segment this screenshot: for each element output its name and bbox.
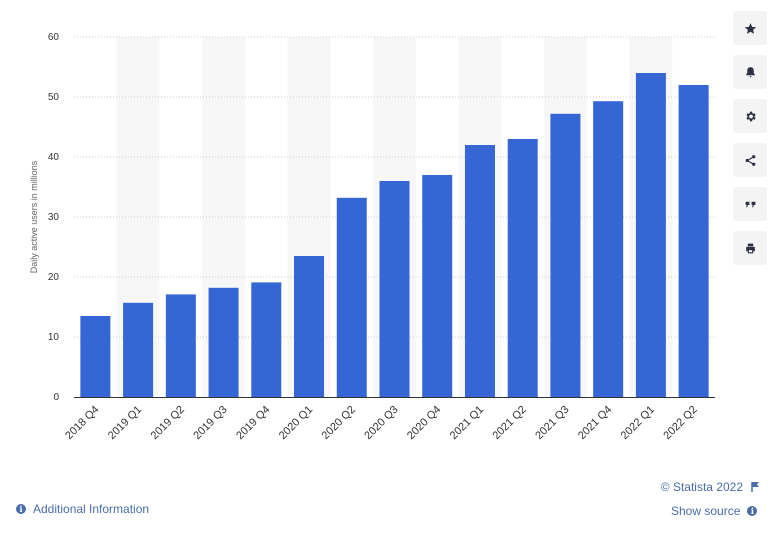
y-tick-label: 10 bbox=[48, 332, 60, 343]
show-source-label: Show source bbox=[671, 504, 741, 518]
x-tick-label: 2019 Q1 bbox=[106, 404, 144, 442]
copyright-text: © Statista 2022 bbox=[660, 480, 743, 494]
bar[interactable] bbox=[464, 145, 495, 397]
bar[interactable] bbox=[294, 256, 325, 397]
bar[interactable] bbox=[379, 181, 410, 397]
notification-button[interactable] bbox=[733, 55, 767, 89]
bar[interactable] bbox=[507, 139, 538, 397]
x-tick-label: 2020 Q1 bbox=[277, 404, 315, 442]
bell-icon bbox=[745, 66, 755, 77]
quote-icon bbox=[745, 201, 755, 207]
bar[interactable] bbox=[635, 73, 666, 397]
show-source-link[interactable]: Show source i bbox=[671, 504, 758, 518]
x-tick-label: 2019 Q3 bbox=[191, 404, 229, 442]
bar[interactable] bbox=[123, 302, 154, 397]
x-tick-label: 2022 Q2 bbox=[661, 404, 699, 442]
y-tick-label: 40 bbox=[48, 152, 60, 163]
bar[interactable] bbox=[80, 316, 111, 397]
x-tick-label: 2021 Q3 bbox=[533, 404, 571, 442]
y-tick-label: 50 bbox=[48, 92, 60, 103]
gear-icon bbox=[745, 111, 756, 121]
bar[interactable] bbox=[593, 101, 624, 397]
y-tick-label: 20 bbox=[48, 272, 60, 283]
bar[interactable] bbox=[336, 197, 367, 397]
y-tick-label: 0 bbox=[53, 392, 59, 403]
y-axis-ticks: 0 10 20 30 40 50 60 bbox=[48, 32, 60, 403]
x-tick-label: 2021 Q2 bbox=[490, 404, 528, 442]
y-tick-label: 30 bbox=[48, 212, 60, 223]
x-axis-ticks: 2018 Q4 2019 Q1 2019 Q2 2019 Q3 2019 Q4 2020 … bbox=[63, 404, 700, 442]
x-tick-label: 2022 Q1 bbox=[619, 404, 657, 442]
x-tick-label: 2020 Q4 bbox=[405, 404, 443, 442]
share-icon bbox=[745, 154, 755, 166]
x-tick-label: 2021 Q1 bbox=[448, 404, 486, 442]
print-button[interactable] bbox=[733, 231, 767, 265]
x-tick-label: 2020 Q2 bbox=[320, 404, 358, 442]
info-icon: i bbox=[747, 506, 758, 516]
y-tick-label: 60 bbox=[48, 32, 60, 43]
bar[interactable] bbox=[251, 282, 282, 397]
bar[interactable] bbox=[165, 294, 196, 397]
favorite-button[interactable] bbox=[733, 11, 767, 45]
info-icon: i bbox=[16, 504, 26, 514]
additional-information-link[interactable]: i Additional Information bbox=[16, 502, 149, 516]
bars bbox=[80, 73, 709, 398]
cite-button[interactable] bbox=[733, 187, 767, 221]
y-axis-label: Daily active users in millions bbox=[29, 160, 39, 273]
bar[interactable] bbox=[550, 113, 581, 398]
star-icon bbox=[744, 22, 756, 34]
x-tick-label: 2021 Q4 bbox=[576, 404, 614, 442]
bar[interactable] bbox=[422, 175, 453, 397]
flag-icon[interactable] bbox=[749, 480, 761, 494]
share-button[interactable] bbox=[733, 143, 767, 177]
print-icon bbox=[745, 243, 755, 253]
x-tick-label: 2019 Q4 bbox=[234, 404, 272, 442]
additional-information-label: Additional Information bbox=[33, 502, 150, 516]
x-tick-label: 2020 Q3 bbox=[362, 404, 400, 442]
x-tick-label: 2019 Q2 bbox=[149, 404, 187, 442]
bar[interactable] bbox=[678, 85, 709, 397]
settings-button[interactable] bbox=[733, 99, 767, 133]
x-tick-label: 2018 Q4 bbox=[63, 404, 101, 442]
bar[interactable] bbox=[208, 287, 239, 397]
